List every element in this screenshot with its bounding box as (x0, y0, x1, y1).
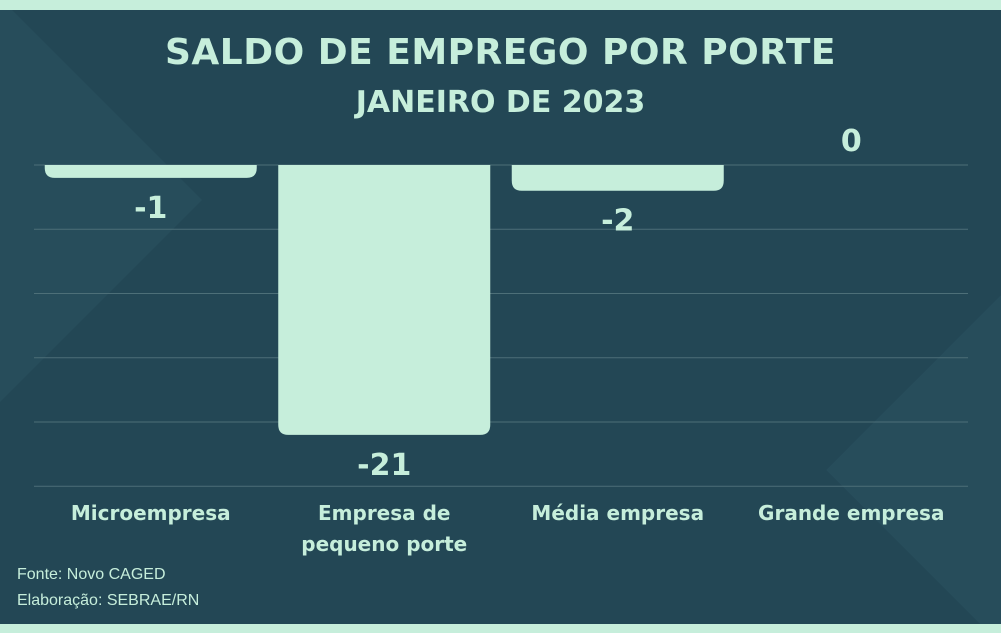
source-note: Fonte: Novo CAGED (17, 566, 166, 583)
value-label: -1 (134, 191, 167, 226)
bar (278, 165, 491, 435)
chart-subtitle: JANEIRO DE 2023 (355, 85, 646, 120)
bar (44, 165, 257, 178)
bar-chart: -1 Microempresa -21 Empresa de pequeno porte… (34, 124, 968, 556)
value-label: -2 (601, 204, 634, 239)
category-label: Microempresa (71, 501, 231, 525)
chart-title: SALDO DE EMPREGO POR PORTE (164, 32, 837, 73)
category-label: pequeno porte (301, 532, 467, 556)
credit-note: Elaboração: SEBRAE/RN (17, 592, 200, 609)
category-label: Empresa de (318, 501, 451, 525)
bar (511, 165, 724, 191)
value-label: 0 (841, 124, 862, 159)
chart-card: SALDO DE EMPREGO POR PORTE JANEIRO DE 20… (0, 10, 1001, 624)
category-label: Grande empresa (758, 501, 944, 525)
value-label: -21 (357, 448, 411, 483)
category-label: Média empresa (531, 501, 704, 525)
